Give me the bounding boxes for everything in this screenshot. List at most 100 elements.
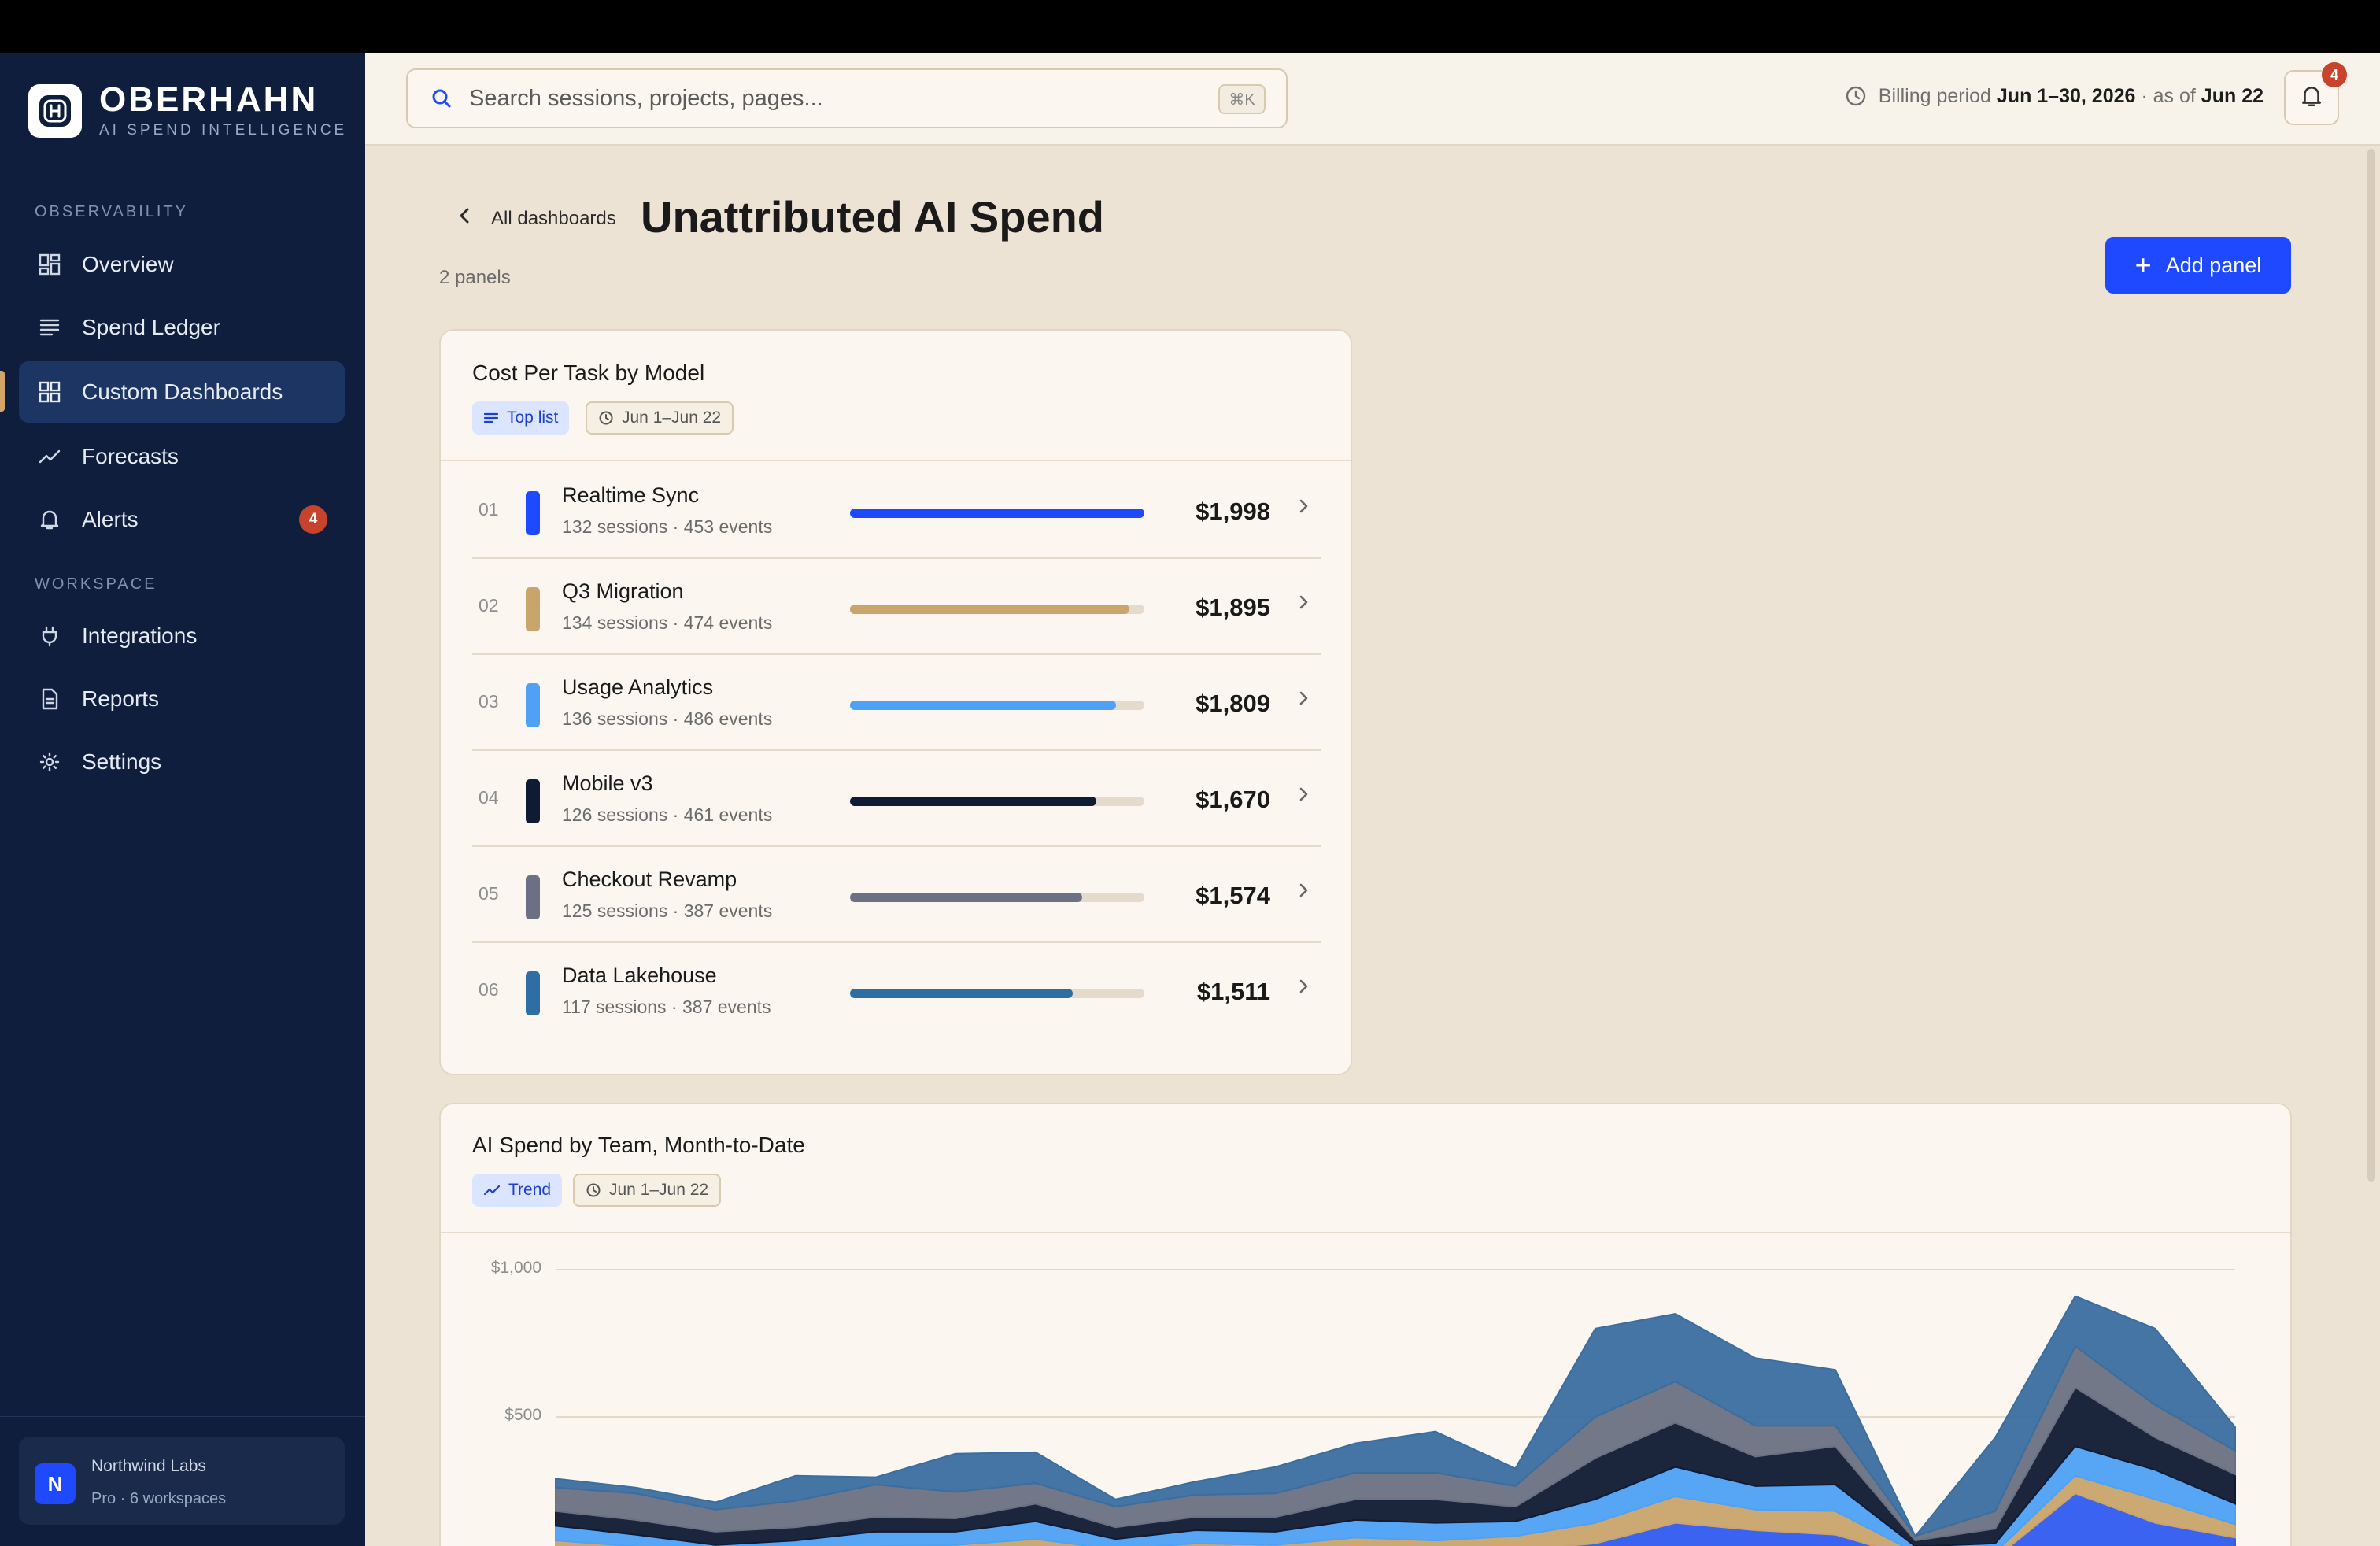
row-bar-track bbox=[850, 509, 1144, 518]
row-name: Mobile v3 bbox=[562, 771, 653, 795]
brand[interactable]: OBERHAHN AI SPEND INTELLIGENCE bbox=[28, 83, 347, 139]
row-color-swatch bbox=[526, 779, 540, 823]
row-value: $1,895 bbox=[1196, 594, 1270, 621]
top-list-row[interactable]: 02 Q3 Migration 134 sessions · 474 events $… bbox=[472, 557, 1321, 653]
row-divider bbox=[472, 557, 1321, 559]
billing-asof-label: · as of bbox=[2141, 84, 2196, 107]
spend-area-chart bbox=[555, 1269, 2236, 1546]
notification-count-badge: 4 bbox=[2322, 62, 2347, 87]
row-bar-fill bbox=[850, 509, 1144, 518]
section-label-observability: OBSERVABILITY bbox=[35, 203, 188, 220]
top-header: Search sessions, projects, pages... ⌘K B… bbox=[365, 53, 2380, 146]
row-color-swatch bbox=[526, 491, 540, 535]
row-value: $1,998 bbox=[1196, 497, 1270, 525]
area-series-2[interactable] bbox=[555, 1474, 2236, 1546]
workspace-avatar: N bbox=[35, 1463, 76, 1504]
bell-icon bbox=[2299, 83, 2324, 113]
sidebar-item-integrations[interactable]: Integrations bbox=[19, 605, 345, 667]
row-name: Usage Analytics bbox=[562, 675, 714, 699]
panel-ai-spend-by-team: AI Spend by Team, Month-to-Date Trend Ju… bbox=[439, 1103, 2292, 1546]
row-bar-fill bbox=[850, 797, 1096, 806]
row-name: Q3 Migration bbox=[562, 579, 684, 603]
row-value: $1,511 bbox=[1196, 978, 1270, 1005]
row-color-swatch bbox=[526, 875, 540, 919]
row-divider bbox=[472, 653, 1321, 655]
sidebar-item-spend-ledger[interactable]: Spend Ledger bbox=[19, 297, 345, 358]
workspace-plan: Pro · 6 workspaces bbox=[91, 1490, 227, 1507]
row-color-swatch bbox=[526, 971, 540, 1015]
scrollbar-thumb[interactable] bbox=[2367, 149, 2375, 1182]
add-panel-label: Add panel bbox=[2165, 253, 2262, 277]
top-list-row[interactable]: 03 Usage Analytics 136 sessions · 486 even… bbox=[472, 653, 1321, 749]
row-rank: 06 bbox=[479, 979, 499, 1000]
area-series-6[interactable] bbox=[555, 1295, 2236, 1538]
billing-asof-date: Jun 22 bbox=[2201, 84, 2264, 107]
workspace-switcher[interactable]: N Northwind Labs Pro · 6 workspaces bbox=[19, 1437, 345, 1525]
area-series-1[interactable] bbox=[556, 1492, 2236, 1546]
chevron-right-icon bbox=[1299, 978, 1310, 999]
brand-name: OBERHAHN bbox=[99, 80, 319, 119]
chevron-right-icon bbox=[1299, 786, 1310, 807]
chip-label: Trend bbox=[508, 1181, 552, 1199]
top-list-row[interactable]: 05 Checkout Revamp 125 sessions · 387 even… bbox=[472, 845, 1321, 941]
clock-icon bbox=[586, 1182, 601, 1198]
row-meta: 132 sessions · 453 events bbox=[562, 516, 773, 537]
alerts-count-badge: 4 bbox=[299, 505, 327, 534]
row-meta: 126 sessions · 461 events bbox=[562, 804, 773, 825]
billing-range: Jun 1–30, 2026 bbox=[1996, 84, 2136, 107]
notifications-button[interactable]: 4 bbox=[2284, 62, 2347, 125]
add-panel-button[interactable]: + Add panel bbox=[2105, 237, 2291, 294]
clock-icon bbox=[1844, 84, 1868, 108]
y-tick-label: $1,000 bbox=[490, 1259, 541, 1277]
top-list-row[interactable]: 04 Mobile v3 126 sessions · 461 events $1,6… bbox=[472, 749, 1321, 845]
panel-title: Cost Per Task by Model bbox=[472, 361, 705, 385]
row-bar-track bbox=[850, 701, 1144, 710]
row-meta: 136 sessions · 486 events bbox=[562, 708, 773, 729]
sidebar: OBERHAHN AI SPEND INTELLIGENCE OBSERVABI… bbox=[0, 53, 365, 1546]
sidebar-item-forecasts[interactable]: Forecasts bbox=[19, 426, 345, 487]
active-indicator bbox=[0, 371, 5, 412]
sidebar-item-settings[interactable]: Settings bbox=[19, 731, 345, 793]
panel-header-divider bbox=[441, 1232, 2290, 1233]
chip-label: Jun 1–Jun 22 bbox=[622, 409, 722, 427]
y-tick-label: $500 bbox=[504, 1406, 541, 1424]
search-input[interactable]: Search sessions, projects, pages... ⌘K bbox=[406, 68, 1288, 128]
sidebar-item-custom-dashboards[interactable]: Custom Dashboards bbox=[19, 361, 345, 423]
clock-icon bbox=[598, 410, 614, 426]
sidebar-item-alerts[interactable]: Alerts 4 bbox=[19, 489, 345, 550]
sidebar-item-reports[interactable]: Reports bbox=[19, 668, 345, 730]
row-rank: 04 bbox=[479, 787, 499, 808]
top-list-row[interactable]: 01 Realtime Sync 132 sessions · 453 events… bbox=[472, 461, 1321, 557]
sidebar-divider bbox=[0, 1416, 365, 1417]
sidebar-item-label: Spend Ledger bbox=[82, 315, 220, 339]
row-meta: 117 sessions · 387 events bbox=[562, 997, 771, 1017]
top-list-row[interactable]: 06 Data Lakehouse 117 sessions · 387 event… bbox=[472, 941, 1321, 1037]
row-bar-fill bbox=[850, 893, 1082, 902]
row-rank: 05 bbox=[479, 883, 499, 904]
panel-type-chip[interactable]: Trend bbox=[472, 1174, 563, 1207]
row-divider bbox=[472, 749, 1321, 751]
panel-title: AI Spend by Team, Month-to-Date bbox=[472, 1133, 805, 1157]
row-divider bbox=[472, 941, 1321, 943]
brand-logo-icon bbox=[28, 84, 82, 138]
panel-date-chip[interactable]: Jun 1–Jun 22 bbox=[573, 1174, 722, 1207]
panel-type-chip[interactable]: Top list bbox=[472, 401, 570, 435]
row-rank: 02 bbox=[479, 595, 499, 616]
sidebar-item-label: Alerts bbox=[82, 507, 139, 531]
row-bar-fill bbox=[850, 989, 1073, 998]
back-to-dashboards-link[interactable]: All dashboards bbox=[458, 207, 616, 230]
bell-icon bbox=[36, 506, 63, 533]
row-bar-track bbox=[850, 989, 1144, 998]
search-icon bbox=[428, 85, 455, 112]
chevron-right-icon bbox=[1299, 594, 1310, 615]
row-name: Realtime Sync bbox=[562, 483, 700, 507]
trend-icon bbox=[483, 1184, 501, 1196]
panel-date-chip[interactable]: Jun 1–Jun 22 bbox=[586, 401, 734, 435]
list-icon bbox=[483, 412, 499, 424]
billing-period: Billing period Jun 1–30, 2026 · as of Ju… bbox=[1844, 84, 2264, 108]
row-value: $1,809 bbox=[1196, 690, 1270, 717]
sidebar-item-label: Integrations bbox=[82, 623, 198, 648]
sidebar-item-overview[interactable]: Overview bbox=[19, 234, 345, 295]
row-color-swatch bbox=[526, 683, 540, 727]
row-color-swatch bbox=[526, 587, 540, 631]
